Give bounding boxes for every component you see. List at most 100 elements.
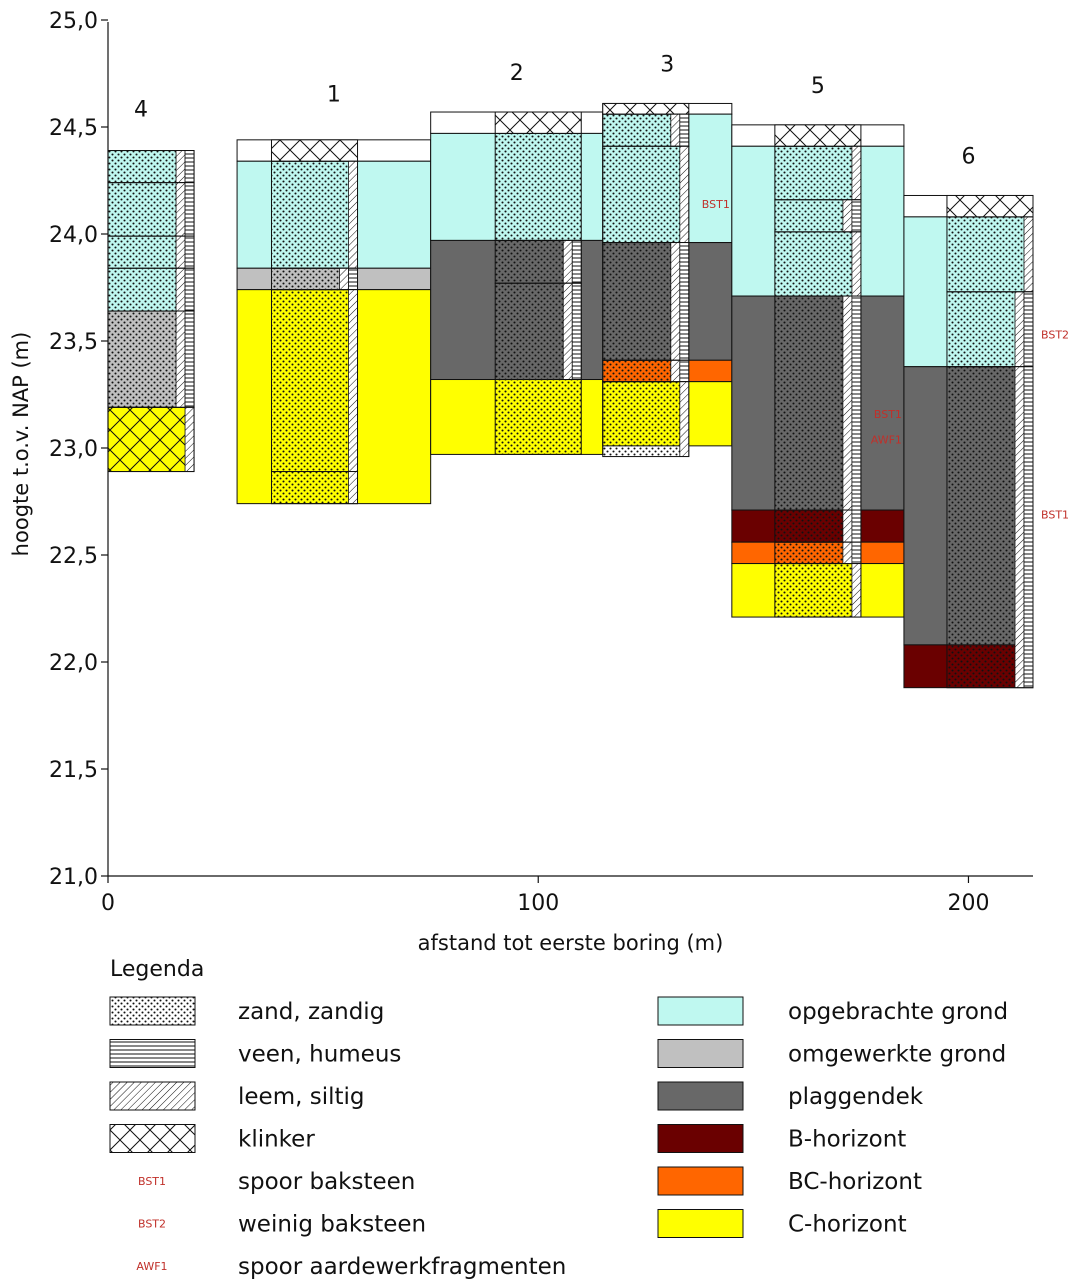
- boring-2: 2: [430, 61, 604, 455]
- veen-strip: [1023, 366, 1034, 689]
- leem-strip: [348, 289, 358, 472]
- y-tick-label: 21,0: [49, 865, 98, 890]
- veen-strip: [679, 242, 690, 361]
- legend-item-right: B-horizont: [657, 1124, 906, 1153]
- zand-fill: [946, 291, 1015, 367]
- legend-item-left: BST1 spoor baksteen: [138, 1169, 415, 1195]
- core-layer: [270, 289, 359, 473]
- veen-strip: [851, 509, 862, 543]
- leem-strip: [339, 267, 349, 291]
- core-layer: [107, 406, 195, 473]
- leem-strip: [1023, 216, 1034, 293]
- legend-swatch-veen: [109, 1039, 196, 1068]
- core-layer: [270, 139, 359, 162]
- core-layer: [946, 194, 1034, 218]
- zand-fill: [602, 114, 671, 147]
- legend-item-right: opgebrachte grond: [657, 996, 1008, 1026]
- zand-fill: [271, 268, 340, 290]
- core-layer: [774, 509, 862, 543]
- legend-item-left: zand, zandig: [109, 996, 384, 1026]
- zand-fill: [774, 231, 852, 297]
- zand-fill: [108, 150, 177, 183]
- core-layer: [494, 239, 582, 284]
- zand-fill: [774, 542, 843, 564]
- legend-item-left: veen, humeus: [109, 1039, 401, 1068]
- veen-strip: [184, 310, 195, 408]
- veen-strip: [571, 240, 582, 284]
- legend-item-right: BC-horizont: [657, 1166, 922, 1196]
- note-label-bst1: BST1: [1041, 508, 1069, 521]
- klinker-fill: [271, 139, 358, 162]
- leem-strip: [175, 182, 186, 237]
- veen-strip: [851, 541, 862, 564]
- zand-fill: [108, 182, 177, 237]
- legend-label: veen, humeus: [238, 1042, 401, 1068]
- zand-fill: [774, 510, 843, 543]
- legend-label: leem, siltig: [238, 1084, 365, 1110]
- legend-label: weinig baksteen: [238, 1212, 426, 1238]
- legend-swatch-leem: [109, 1081, 196, 1111]
- leem-strip: [851, 145, 862, 201]
- legend-swatch-color: [657, 996, 744, 1026]
- legend-code: BST1: [138, 1175, 166, 1188]
- leem-strip: [562, 240, 573, 284]
- legend-swatch-color: [657, 1039, 744, 1068]
- zand-fill: [271, 161, 349, 269]
- leem-strip: [1014, 291, 1025, 368]
- core-layer: [494, 282, 582, 381]
- leem-strip: [842, 199, 853, 233]
- leem-strip: [670, 113, 681, 147]
- zand-fill: [495, 133, 582, 241]
- leem-strip: [175, 235, 186, 269]
- boring-5: 5 BST1 AWF1: [731, 74, 905, 618]
- core-layer: [107, 150, 195, 184]
- klinker-fill: [495, 112, 582, 134]
- zand-fill: [271, 289, 349, 472]
- legend-item-left: leem, siltig: [109, 1081, 365, 1111]
- core-layer: [107, 235, 195, 269]
- legend-item-right: omgewerkte grond: [657, 1039, 1006, 1068]
- core-layer: [602, 145, 690, 244]
- zand-fill: [946, 366, 1015, 688]
- klinker-fill: [108, 407, 186, 472]
- core-layer: [774, 145, 862, 201]
- legend-label: zand, zandig: [238, 999, 384, 1025]
- core-layer: [602, 381, 690, 458]
- legend-code: BST2: [138, 1218, 166, 1231]
- leem-strip: [679, 145, 690, 243]
- legend-label: klinker: [238, 1127, 315, 1153]
- core-layer: [946, 216, 1034, 293]
- boring-4: 4: [107, 97, 195, 473]
- zand-fill: [946, 216, 1024, 292]
- core-layer-outline: [602, 381, 690, 458]
- y-tick-label: 23,0: [49, 437, 98, 462]
- core-layer: [602, 113, 690, 147]
- veen-strip: [571, 282, 582, 380]
- leem-strip: [348, 160, 358, 269]
- zand-fill: [271, 471, 349, 504]
- legend-label: spoor baksteen: [238, 1169, 415, 1195]
- core-layer: [774, 541, 862, 565]
- zand-fill: [108, 268, 177, 312]
- note-label-bst1: BST1: [874, 408, 902, 421]
- core-layer: [107, 267, 195, 312]
- core-layer-outline: [774, 563, 862, 618]
- veen-strip: [1023, 291, 1034, 368]
- y-tick-label: 23,5: [49, 330, 98, 355]
- legend-item-left: BST2 weinig baksteen: [138, 1212, 426, 1238]
- leem-strip: [562, 282, 573, 380]
- boring-label: 6: [961, 144, 975, 169]
- core-layer: [494, 132, 582, 241]
- zand-fill: [602, 242, 671, 361]
- leem-strip: [842, 295, 853, 511]
- core-layer: [270, 267, 359, 291]
- legend-item-right: C-horizont: [657, 1209, 907, 1238]
- core-layer: [494, 379, 582, 455]
- boring-label: 3: [660, 52, 674, 77]
- y-tick-label: 25,0: [49, 9, 98, 34]
- axes: 21,0 21,5 22,0 22,5 23,0 23,5 24,0 24,5 25,0 0 100…: [9, 9, 1033, 955]
- leem-strip: [175, 267, 186, 312]
- core-layer: [946, 291, 1034, 368]
- core-layer: [946, 366, 1034, 689]
